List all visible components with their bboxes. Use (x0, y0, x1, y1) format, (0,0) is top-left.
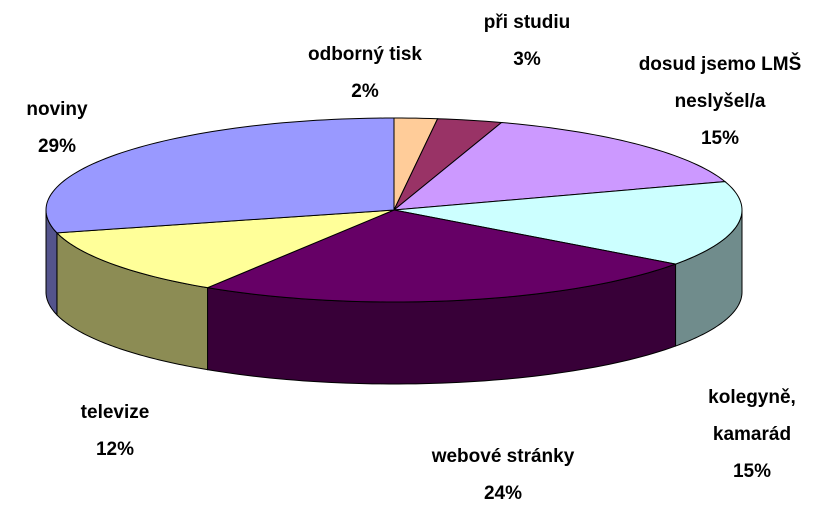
category-label: noviny (26, 99, 88, 120)
value-label: 15% (700, 128, 740, 149)
slice (392, 121, 727, 211)
slice (205, 209, 678, 303)
slice-label: noviny 29% (0, 91, 117, 165)
slice-label: při studiu 3% (457, 4, 597, 78)
slice (393, 181, 743, 265)
category-label: televize (80, 402, 150, 423)
category-label: při studiu (483, 12, 571, 33)
slice (55, 209, 395, 289)
category-label: webové stránky (431, 446, 575, 467)
slice-label: dosud jsemo LMŠ neslyšel/a 15% (615, 46, 825, 157)
slice (393, 118, 503, 211)
slice-label: webové stránky 24% (393, 438, 613, 512)
slice (45, 117, 395, 234)
category-label: odborný tisk (307, 44, 422, 65)
value-label: 29% (37, 136, 77, 157)
pie-plot (45, 117, 743, 385)
slice-label: kolegyně, kamarád 15% (692, 379, 812, 490)
value-label: 15% (732, 461, 772, 482)
value-label: 3% (513, 49, 541, 70)
value-label: 12% (95, 439, 135, 460)
category-label: dosud jsemo LMŠ neslyšel/a (638, 54, 802, 112)
value-label: 24% (483, 483, 523, 504)
slice-label: televize 12% (45, 394, 185, 468)
category-label: kolegyně, kamarád (708, 387, 796, 445)
value-label: 2% (351, 81, 379, 102)
slice-label: odborný tisk 2% (295, 36, 435, 110)
chart: odborný tisk 2% při studiu 3% dosud jsemo LM… (0, 4, 825, 504)
